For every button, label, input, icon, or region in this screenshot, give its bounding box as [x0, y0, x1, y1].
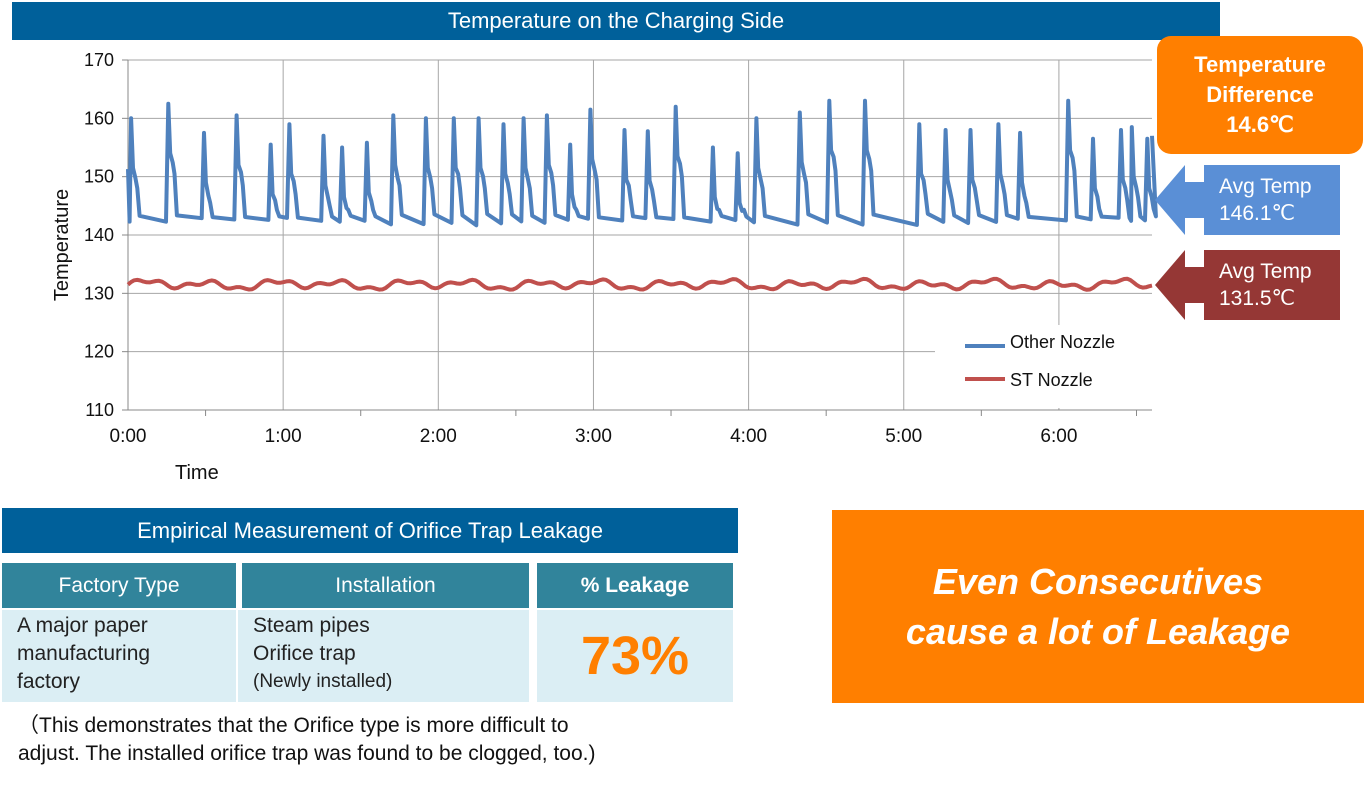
avg-value: 146.1℃	[1219, 202, 1296, 225]
footnote: （This demonstrates that the Orifice type…	[18, 714, 596, 765]
y-tick-label: 140	[84, 225, 114, 245]
diff-value: 14.6℃	[1226, 112, 1294, 137]
legend-box	[935, 325, 1153, 408]
avg-label: Avg Temp	[1219, 260, 1312, 283]
y-tick-label: 120	[84, 342, 114, 362]
chart-title: Temperature on the Charging Side	[447, 8, 785, 33]
x-tick-label: 3:00	[575, 426, 612, 447]
y-axis-label: Temperature	[51, 189, 73, 301]
header-factory-type: Factory Type	[2, 563, 236, 608]
diff-line-2: Difference	[1206, 82, 1314, 107]
x-tick-label: 5:00	[885, 426, 922, 447]
temperature-difference-box: Temperature Difference 14.6℃	[1157, 36, 1363, 154]
temperature-line-chart: 110 120 130 140 150 160 170 0:00 1:00 2:00 3:00 4:0…	[51, 50, 1158, 484]
leakage-value: 73%	[537, 610, 733, 702]
axes: 110 120 130 140 150 160 170 0:00 1:00 2:00 3:00 4:0…	[51, 50, 1152, 484]
x-tick-label: 6:00	[1040, 426, 1077, 447]
avg-label: Avg Temp	[1219, 175, 1312, 198]
chart-title-banner: Temperature on the Charging Side	[12, 2, 1220, 40]
y-tick-label: 170	[84, 50, 114, 70]
y-tick-label: 130	[84, 283, 114, 303]
avg-temp-st-arrow: Avg Temp 131.5℃	[1155, 250, 1340, 320]
legend-label-other-nozzle: Other Nozzle	[1010, 332, 1115, 352]
arrow-left-icon	[1155, 250, 1185, 320]
y-tick-label: 150	[84, 167, 114, 187]
series-line-other-nozzle	[126, 98, 1158, 228]
header-installation: Installation	[242, 563, 529, 608]
diff-line-1: Temperature	[1194, 52, 1326, 77]
series-line-st-nozzle	[126, 276, 1153, 292]
x-tick-label: 0:00	[110, 426, 147, 447]
legend-label-st-nozzle: ST Nozzle	[1010, 370, 1093, 390]
cell-factory-type: A major paper manufacturing factory	[2, 610, 236, 702]
legend: Other Nozzle ST Nozzle	[935, 325, 1153, 408]
y-tick-label: 110	[85, 400, 114, 420]
table-title: Empirical Measurement of Orifice Trap Le…	[137, 517, 603, 543]
table-title-banner: Empirical Measurement of Orifice Trap Le…	[2, 508, 738, 553]
arrow-left-icon	[1155, 165, 1185, 235]
avg-temp-other-arrow: Avg Temp 146.1℃	[1155, 165, 1340, 235]
avg-value: 131.5℃	[1219, 287, 1296, 310]
header-leakage: % Leakage	[537, 563, 733, 608]
y-tick-label: 160	[84, 108, 114, 128]
series-lines	[126, 98, 1158, 292]
x-tick-label: 2:00	[420, 426, 457, 447]
x-axis-label: Time	[175, 462, 219, 484]
cell-installation: Steam pipes Orifice trap (Newly installe…	[238, 610, 529, 702]
x-tick-label: 1:00	[265, 426, 302, 447]
x-tick-label: 4:00	[730, 426, 767, 447]
callout-box: Even Consecutives cause a lot of Leakage	[832, 510, 1364, 703]
